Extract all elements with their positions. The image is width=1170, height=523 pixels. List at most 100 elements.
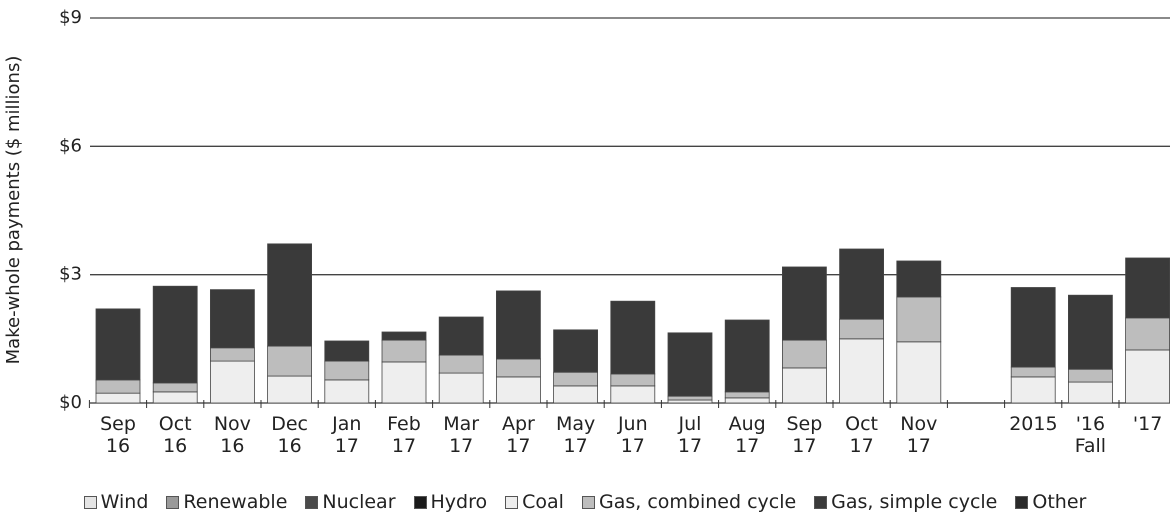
legend-item: Coal xyxy=(505,491,564,513)
x-tick-label: Sep 17 xyxy=(786,413,823,457)
bar-segment xyxy=(95,379,141,394)
legend-swatch xyxy=(814,495,828,509)
x-tick-label: Nov 17 xyxy=(900,413,938,457)
y-tick-label: $6 xyxy=(59,135,82,156)
bar-segment xyxy=(152,285,198,384)
bar-segment xyxy=(782,266,827,341)
bar-segment xyxy=(267,375,313,404)
x-tick-label: 2015 xyxy=(1009,413,1058,435)
legend-label: Wind xyxy=(100,491,149,513)
x-tick-label: Sep 16 xyxy=(100,413,136,457)
legend-swatch xyxy=(305,495,319,509)
legend-swatch xyxy=(413,495,427,509)
bar-segment xyxy=(381,331,427,341)
bar-segment xyxy=(324,379,370,404)
legend-item: Wind xyxy=(83,491,149,513)
bar-segment xyxy=(95,308,141,381)
bar-segment xyxy=(324,340,370,362)
legend-item: Other xyxy=(1015,491,1086,513)
bar-segment xyxy=(267,243,313,347)
x-tick-label: Mar 17 xyxy=(443,413,480,457)
bar-segment xyxy=(209,289,255,349)
legend-label: Gas, combined cycle xyxy=(598,491,797,513)
legend-item: Hydro xyxy=(413,491,488,513)
legend-swatch xyxy=(581,495,595,509)
bar-segment xyxy=(495,358,541,378)
bar-segment xyxy=(267,345,313,377)
legend-label: Coal xyxy=(522,491,564,513)
legend-label: Gas, simple cycle xyxy=(831,491,998,513)
bar-segment xyxy=(667,399,713,404)
bar-segment xyxy=(209,360,255,404)
legend-swatch xyxy=(166,495,180,509)
bar-segment xyxy=(782,339,827,369)
x-tick-label: Feb 17 xyxy=(387,413,421,457)
legend-label: Other xyxy=(1032,491,1087,513)
bar-segment xyxy=(839,248,884,320)
legend-swatch xyxy=(1015,495,1029,509)
legend-label: Hydro xyxy=(430,491,488,513)
bar-segment xyxy=(667,332,713,397)
bar-segment xyxy=(1068,294,1113,370)
bar-segment xyxy=(553,385,598,404)
x-tick-label: Aug 17 xyxy=(728,413,766,457)
y-tick-label: $9 xyxy=(59,7,82,28)
bar-segment xyxy=(381,361,427,404)
bar-segment xyxy=(896,260,942,298)
bar-segment xyxy=(324,360,370,381)
bar-segment xyxy=(724,319,770,393)
x-tick-label: Nov 16 xyxy=(213,413,251,457)
bar-segment xyxy=(553,329,598,373)
bar-segment xyxy=(1010,366,1056,378)
bar-segment xyxy=(438,372,484,404)
bar-segment xyxy=(152,382,198,393)
bar-segment xyxy=(1068,368,1113,383)
x-tick-label: Apr 17 xyxy=(501,413,535,457)
bar-segment xyxy=(610,385,656,404)
legend-label: Renewable xyxy=(183,491,288,513)
bar-segment xyxy=(438,316,484,356)
bar-segment xyxy=(1010,376,1056,404)
x-tick-label: Jun 17 xyxy=(617,413,648,457)
x-tick-label: May 17 xyxy=(555,413,596,457)
bar-segment xyxy=(1010,287,1056,368)
bar-segment xyxy=(381,339,427,363)
bar-segment xyxy=(896,341,942,404)
bar-segment xyxy=(95,392,141,404)
x-tick-label: Oct 17 xyxy=(845,413,879,457)
legend-item: Nuclear xyxy=(305,491,396,513)
bar-segment xyxy=(610,373,656,387)
bar-segment xyxy=(1125,349,1170,404)
legend-item: Gas, combined cycle xyxy=(581,491,797,513)
bar-segment xyxy=(610,300,656,375)
legend-item: Gas, simple cycle xyxy=(814,491,997,513)
x-tick-label: Jan 17 xyxy=(332,413,362,457)
legend-swatch xyxy=(83,495,97,509)
x-tick-label: Oct 16 xyxy=(158,413,192,457)
bar-segment xyxy=(896,296,942,343)
bar-segment xyxy=(209,347,255,362)
y-tick-label: $0 xyxy=(59,392,82,413)
bar-segment xyxy=(438,354,484,374)
bar-segment xyxy=(782,367,827,404)
bar-segment xyxy=(724,391,770,399)
x-tick-label: Dec 16 xyxy=(271,413,308,457)
bar-segment xyxy=(1125,317,1170,351)
x-tick-label: '17 xyxy=(1132,413,1163,435)
bar-segment xyxy=(1068,381,1113,404)
bar-segment xyxy=(724,397,770,404)
bar-segment xyxy=(839,338,884,404)
bar-segment xyxy=(495,376,541,404)
y-tick-label: $3 xyxy=(59,264,82,285)
y-axis-label: Make-whole payments ($ millions) xyxy=(3,56,24,365)
x-tick-label: Jul 17 xyxy=(677,413,703,457)
legend-label: Nuclear xyxy=(322,491,396,513)
bar-segment xyxy=(495,290,541,360)
legend: Wind Renewable Nuclear Hydro Coal Gas, combin… xyxy=(0,491,1170,513)
x-tick-label: '16 Fall xyxy=(1074,413,1107,457)
bar-segment xyxy=(839,318,884,340)
legend-swatch xyxy=(505,495,519,509)
bar-segment xyxy=(553,371,598,387)
